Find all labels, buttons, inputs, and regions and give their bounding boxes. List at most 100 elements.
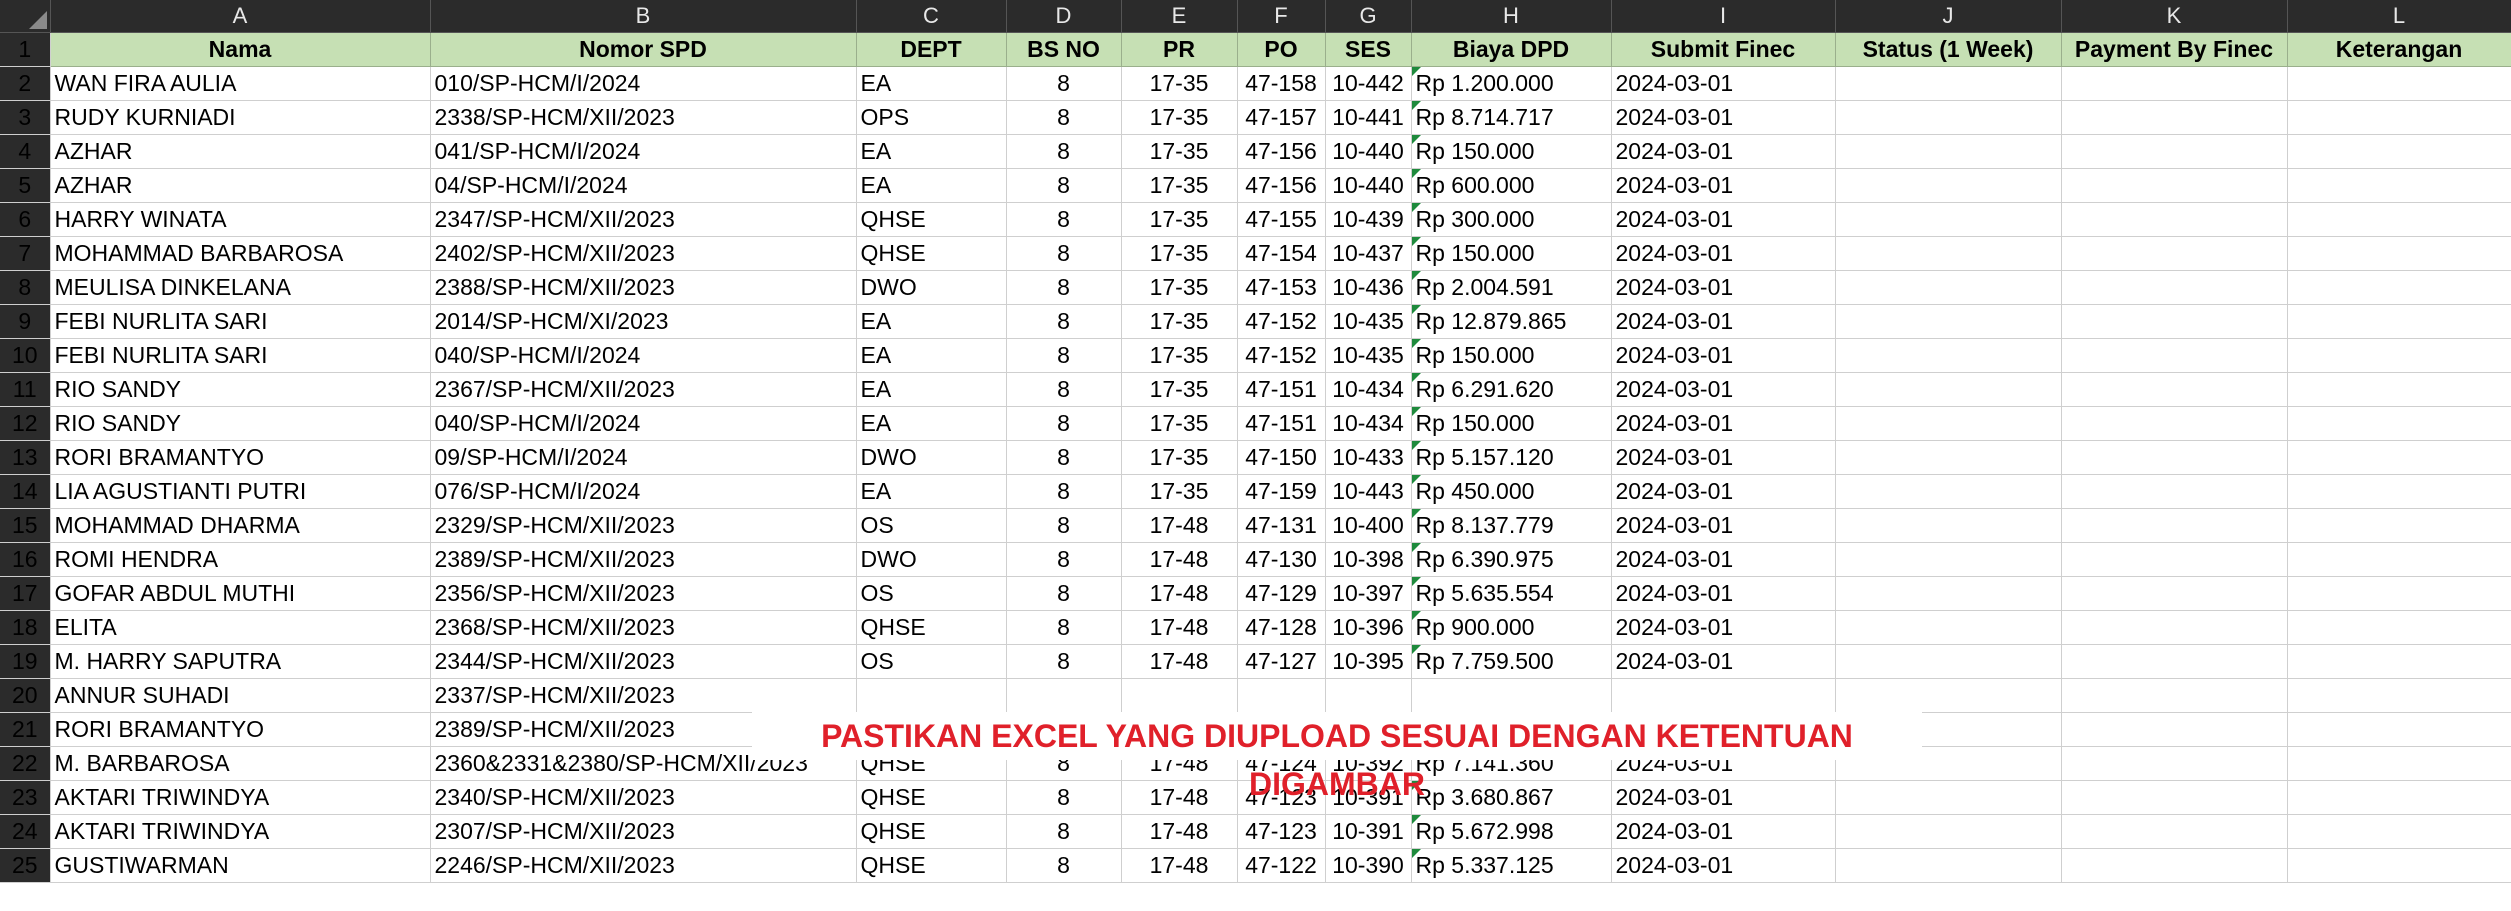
cell-nama[interactable]: HARRY WINATA: [50, 202, 431, 237]
row-number[interactable]: 12: [0, 406, 51, 441]
cell-po[interactable]: 47-154: [1237, 236, 1326, 271]
header-cell-biaya-dpd[interactable]: Biaya DPD: [1411, 32, 1612, 67]
cell-biaya-dpd[interactable]: Rp 450.000: [1411, 474, 1612, 509]
row-number[interactable]: 21: [0, 712, 51, 747]
cell-ses[interactable]: 10-391: [1325, 814, 1412, 849]
cell-status[interactable]: [1835, 304, 2062, 339]
cell-submit-finec[interactable]: 2024-03-01: [1611, 814, 1836, 849]
cell-nomor-spd[interactable]: 041/SP-HCM/I/2024: [430, 134, 857, 169]
cell-payment[interactable]: [2061, 848, 2288, 883]
cell-biaya-dpd[interactable]: Rp 5.635.554: [1411, 576, 1612, 611]
cell-status[interactable]: [1835, 372, 2062, 407]
cell-nama[interactable]: MOHAMMAD BARBAROSA: [50, 236, 431, 271]
cell-pr[interactable]: 17-35: [1121, 372, 1238, 407]
cell-keterangan[interactable]: [2287, 202, 2511, 237]
cell-pr[interactable]: 17-48: [1121, 848, 1238, 883]
cell-bs-no[interactable]: 8: [1006, 542, 1122, 577]
cell-dept[interactable]: DWO: [856, 542, 1007, 577]
cell-nomor-spd[interactable]: 2344/SP-HCM/XII/2023: [430, 644, 857, 679]
cell-keterangan[interactable]: [2287, 780, 2511, 815]
cell-pr[interactable]: 17-35: [1121, 440, 1238, 475]
cell-pr[interactable]: 17-48: [1121, 508, 1238, 543]
cell-nomor-spd[interactable]: 2389/SP-HCM/XII/2023: [430, 542, 857, 577]
cell-dept[interactable]: QHSE: [856, 848, 1007, 883]
cell-nomor-spd[interactable]: 2367/SP-HCM/XII/2023: [430, 372, 857, 407]
cell-ses[interactable]: 10-443: [1325, 474, 1412, 509]
cell-payment[interactable]: [2061, 202, 2288, 237]
cell-submit-finec[interactable]: 2024-03-01: [1611, 338, 1836, 373]
cell-nomor-spd[interactable]: 040/SP-HCM/I/2024: [430, 406, 857, 441]
cell-bs-no[interactable]: 8: [1006, 168, 1122, 203]
cell-pr[interactable]: 17-35: [1121, 270, 1238, 305]
cell-biaya-dpd[interactable]: Rp 5.337.125: [1411, 848, 1612, 883]
row-number[interactable]: 6: [0, 202, 51, 237]
cell-keterangan[interactable]: [2287, 542, 2511, 577]
cell-payment[interactable]: [2061, 780, 2288, 815]
cell-payment[interactable]: [2061, 440, 2288, 475]
header-cell-payment[interactable]: Payment By Finec: [2061, 32, 2288, 67]
cell-pr[interactable]: 17-35: [1121, 236, 1238, 271]
cell-status[interactable]: [1835, 678, 2062, 713]
row-number[interactable]: 4: [0, 134, 51, 169]
row-number[interactable]: 25: [0, 848, 51, 883]
cell-po[interactable]: 47-157: [1237, 100, 1326, 135]
cell-status[interactable]: [1835, 542, 2062, 577]
cell-bs-no[interactable]: 8: [1006, 780, 1122, 815]
cell-biaya-dpd[interactable]: Rp 300.000: [1411, 202, 1612, 237]
cell-status[interactable]: [1835, 644, 2062, 679]
cell-biaya-dpd[interactable]: Rp 600.000: [1411, 168, 1612, 203]
cell-dept[interactable]: OS: [856, 644, 1007, 679]
row-number[interactable]: 7: [0, 236, 51, 271]
cell-biaya-dpd[interactable]: Rp 12.879.865: [1411, 304, 1612, 339]
cell-bs-no[interactable]: 8: [1006, 610, 1122, 645]
cell-dept[interactable]: QHSE: [856, 814, 1007, 849]
cell-pr[interactable]: 17-48: [1121, 780, 1238, 815]
cell-nama[interactable]: ELITA: [50, 610, 431, 645]
cell-po[interactable]: 47-152: [1237, 304, 1326, 339]
cell-keterangan[interactable]: [2287, 440, 2511, 475]
cell-nama[interactable]: AKTARI TRIWINDYA: [50, 780, 431, 815]
cell-nomor-spd[interactable]: 010/SP-HCM/I/2024: [430, 66, 857, 101]
cell-ses[interactable]: 10-437: [1325, 236, 1412, 271]
cell-nama[interactable]: RUDY KURNIADI: [50, 100, 431, 135]
cell-pr[interactable]: 17-35: [1121, 66, 1238, 101]
cell-po[interactable]: [1237, 678, 1326, 713]
cell-dept[interactable]: QHSE: [856, 780, 1007, 815]
cell-status[interactable]: [1835, 66, 2062, 101]
cell-ses[interactable]: 10-441: [1325, 100, 1412, 135]
header-cell-status[interactable]: Status (1 Week): [1835, 32, 2062, 67]
cell-submit-finec[interactable]: 2024-03-01: [1611, 576, 1836, 611]
cell-ses[interactable]: 10-390: [1325, 848, 1412, 883]
cell-po[interactable]: 47-156: [1237, 168, 1326, 203]
cell-keterangan[interactable]: [2287, 372, 2511, 407]
cell-po[interactable]: 47-122: [1237, 848, 1326, 883]
cell-nomor-spd[interactable]: 2307/SP-HCM/XII/2023: [430, 814, 857, 849]
cell-bs-no[interactable]: 8: [1006, 406, 1122, 441]
cell-keterangan[interactable]: [2287, 168, 2511, 203]
cell-ses[interactable]: 10-435: [1325, 338, 1412, 373]
row-number[interactable]: 15: [0, 508, 51, 543]
cell-status[interactable]: [1835, 848, 2062, 883]
cell-bs-no[interactable]: 8: [1006, 304, 1122, 339]
cell-ses[interactable]: 10-396: [1325, 610, 1412, 645]
cell-po[interactable]: 47-127: [1237, 644, 1326, 679]
cell-payment[interactable]: [2061, 66, 2288, 101]
cell-nomor-spd[interactable]: 2388/SP-HCM/XII/2023: [430, 270, 857, 305]
row-number[interactable]: 11: [0, 372, 51, 407]
cell-keterangan[interactable]: [2287, 678, 2511, 713]
cell-pr[interactable]: 17-35: [1121, 474, 1238, 509]
cell-submit-finec[interactable]: [1611, 678, 1836, 713]
cell-submit-finec[interactable]: 2024-03-01: [1611, 610, 1836, 645]
cell-biaya-dpd[interactable]: Rp 5.672.998: [1411, 814, 1612, 849]
row-number[interactable]: 9: [0, 304, 51, 339]
cell-nama[interactable]: WAN FIRA AULIA: [50, 66, 431, 101]
cell-dept[interactable]: EA: [856, 372, 1007, 407]
cell-biaya-dpd[interactable]: Rp 900.000: [1411, 610, 1612, 645]
cell-keterangan[interactable]: [2287, 100, 2511, 135]
cell-nama[interactable]: AZHAR: [50, 168, 431, 203]
cell-nomor-spd[interactable]: 2347/SP-HCM/XII/2023: [430, 202, 857, 237]
cell-submit-finec[interactable]: 2024-03-01: [1611, 134, 1836, 169]
cell-keterangan[interactable]: [2287, 712, 2511, 747]
cell-submit-finec[interactable]: 2024-03-01: [1611, 440, 1836, 475]
cell-nama[interactable]: MOHAMMAD DHARMA: [50, 508, 431, 543]
